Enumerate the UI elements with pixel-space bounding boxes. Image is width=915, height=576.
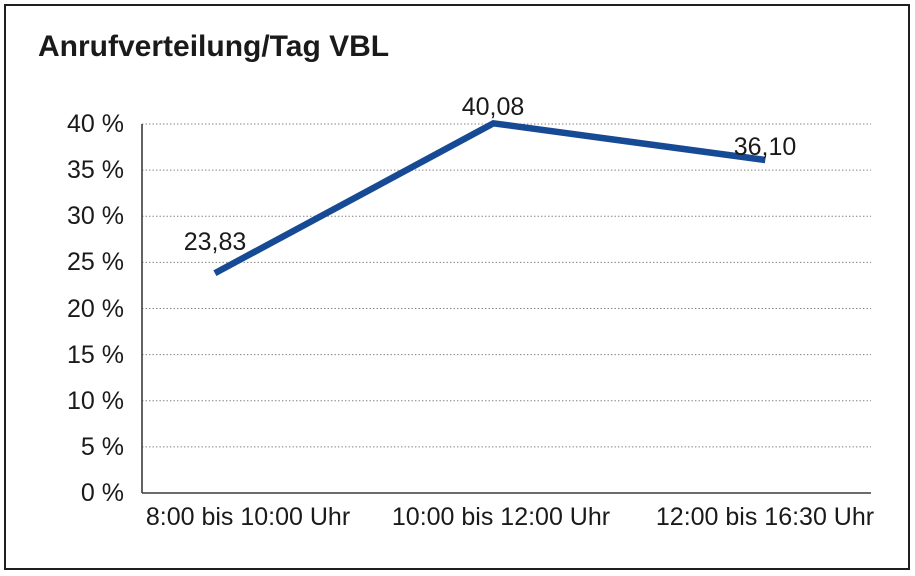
x-axis-category-label: 8:00 bis 10:00 Uhr — [145, 503, 351, 531]
chart-title: Anrufverteilung/Tag VBL — [38, 30, 390, 63]
data-point-label: 40,08 — [461, 93, 525, 121]
y-axis-tick-label: 10 % — [67, 387, 124, 415]
y-axis-tick-label: 15 % — [67, 341, 124, 369]
y-axis-tick-label: 40 % — [67, 110, 124, 138]
y-axis-tick-label: 35 % — [67, 156, 124, 184]
y-axis-tick-label: 0 % — [80, 479, 124, 507]
x-axis-category-label: 10:00 bis 12:00 Uhr — [391, 503, 611, 531]
data-line — [213, 119, 766, 277]
y-axis-tick-label: 30 % — [67, 202, 124, 230]
y-axis-tick-label: 5 % — [80, 433, 124, 461]
y-axis-tick-label: 25 % — [67, 248, 124, 276]
data-point-label: 36,10 — [733, 133, 797, 161]
x-axis-category-label: 12:00 bis 16:30 Uhr — [655, 503, 875, 531]
chart-frame — [4, 4, 910, 570]
data-point-label: 23,83 — [183, 228, 247, 256]
y-axis-tick-label: 20 % — [67, 295, 124, 323]
